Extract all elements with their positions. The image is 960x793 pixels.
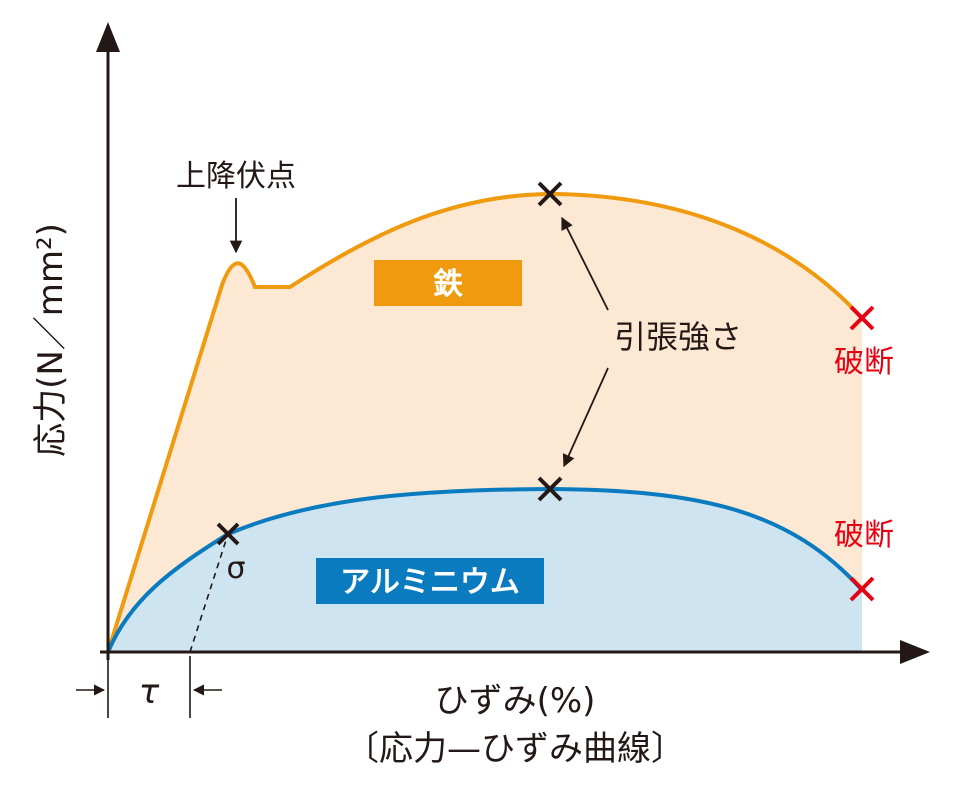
aluminum-fracture-cross (849, 576, 875, 602)
x-axis-arrowhead (900, 640, 930, 664)
iron-badge-label: 鉄 (433, 267, 463, 302)
diagram-caption: 〔応力—ひずみ曲線〕 (345, 729, 685, 769)
proof-stress-symbol: σ (226, 551, 245, 586)
aluminum-badge-label: アルミニウム (340, 565, 520, 600)
tensile-strength-label: 引張強さ (614, 318, 742, 356)
iron-fracture-label: 破断 (834, 345, 894, 380)
aluminum-fracture-label: 破断 (834, 518, 894, 553)
iron-fracture-cross (849, 305, 875, 331)
iron-tensile-cross (537, 181, 563, 207)
aluminum-badge (316, 558, 544, 604)
tensile-arrow-down (562, 367, 609, 468)
y-axis-label: 応力(N／mm²) (31, 223, 71, 457)
offset-dashed-line (189, 533, 229, 653)
tensile-arrow-up (561, 216, 609, 311)
x-axis-label: ひずみ(%) (435, 681, 596, 721)
offset-symbol: τ (139, 672, 160, 712)
y-axis-arrowhead (96, 22, 120, 52)
proof-stress-cross (216, 522, 240, 546)
iron-badge (374, 260, 522, 306)
iron-curve (106, 191, 864, 653)
aluminum-curve (106, 486, 864, 653)
upper-yield-point-label: 上降伏点 (176, 159, 296, 194)
aluminum-tensile-cross (537, 476, 563, 502)
